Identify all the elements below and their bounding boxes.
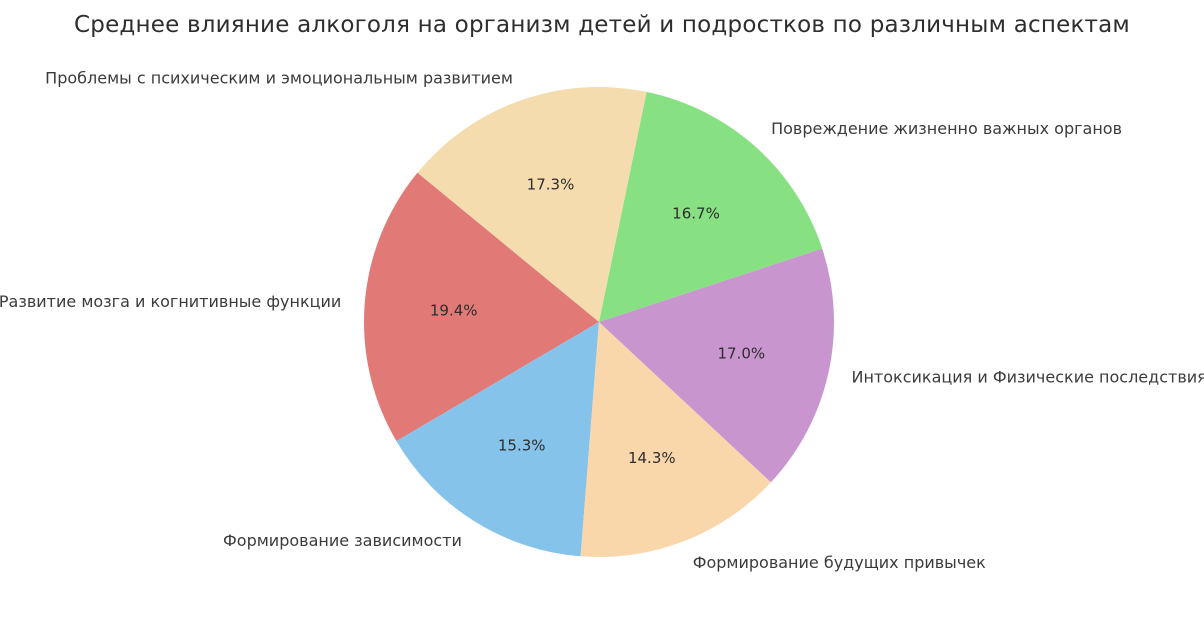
pie-slice-2 bbox=[363, 172, 599, 442]
pie-slice-0 bbox=[599, 91, 823, 323]
pie-slice-4 bbox=[580, 322, 771, 558]
pie-pct-label-2: 19.4% bbox=[430, 302, 478, 320]
pie-slice-3 bbox=[396, 322, 599, 557]
pie-pct-label-3: 15.3% bbox=[498, 437, 546, 455]
pie-slice-1 bbox=[417, 87, 647, 322]
pie-slice-label-5: Интоксикация и Физические последствия bbox=[852, 368, 1204, 387]
pie-pct-label-0: 16.7% bbox=[672, 204, 720, 222]
chart-title: Среднее влияние алкоголя на организм дет… bbox=[74, 12, 1130, 38]
pie-slice-5 bbox=[599, 248, 834, 483]
pie-pct-label-4: 14.3% bbox=[628, 449, 676, 467]
pie-pct-label-5: 17.0% bbox=[717, 344, 765, 362]
pie-slice-label-0: Повреждение жизненно важных органов bbox=[771, 119, 1122, 138]
pie-slice-label-4: Формирование будущих привычек bbox=[693, 553, 986, 572]
pie-slice-label-1: Проблемы с психическим и эмоциональным р… bbox=[45, 68, 513, 87]
pie-pct-label-1: 17.3% bbox=[527, 176, 575, 194]
pie-slice-label-2: Развитие мозга и когнитивные функции bbox=[0, 292, 341, 311]
pie-slice-label-3: Формирование зависимости bbox=[223, 531, 462, 550]
